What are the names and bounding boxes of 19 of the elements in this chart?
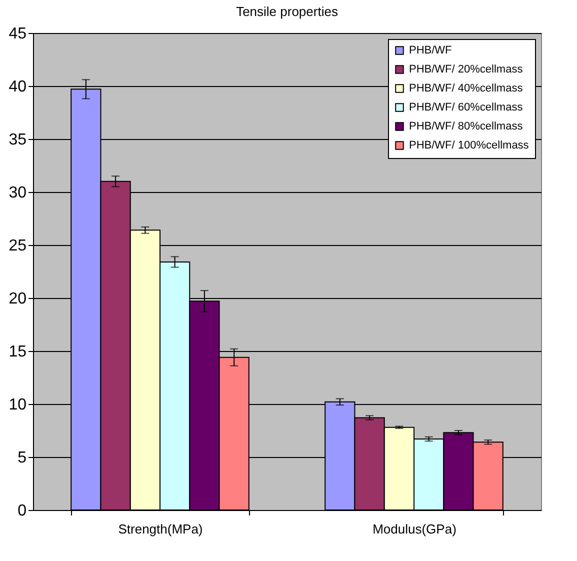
y-tick-label: 40 xyxy=(8,78,27,96)
y-tick-label: 25 xyxy=(8,238,27,254)
legend-label: PHB/WF/ 80%cellmass xyxy=(409,120,524,132)
y-tick-label: 15 xyxy=(8,344,27,360)
legend-label: PHB/WF/ 20%cellmass xyxy=(409,64,524,76)
y-tick-label: 0 xyxy=(18,502,27,520)
y-tick-label: 35 xyxy=(8,132,27,148)
y-tick-label: 30 xyxy=(8,184,27,202)
legend-label: PHB/WF xyxy=(409,44,452,56)
y-tick-label: 5 xyxy=(18,450,27,466)
legend-label: PHB/WF/ 100%cellmass xyxy=(409,140,530,152)
x-tick-label: Modulus(GPa) xyxy=(372,522,456,536)
legend-label: PHB/WF/ 60%cellmass xyxy=(409,102,524,114)
y-tick-label: 20 xyxy=(8,290,27,308)
chart-title: Tensile properties xyxy=(236,4,338,19)
x-tick-label: Strength(MPa) xyxy=(118,522,203,536)
legend-label: PHB/WF/ 40%cellmass xyxy=(409,82,524,94)
y-tick-label: 10 xyxy=(8,396,27,414)
y-tick-label: 45 xyxy=(8,26,27,42)
